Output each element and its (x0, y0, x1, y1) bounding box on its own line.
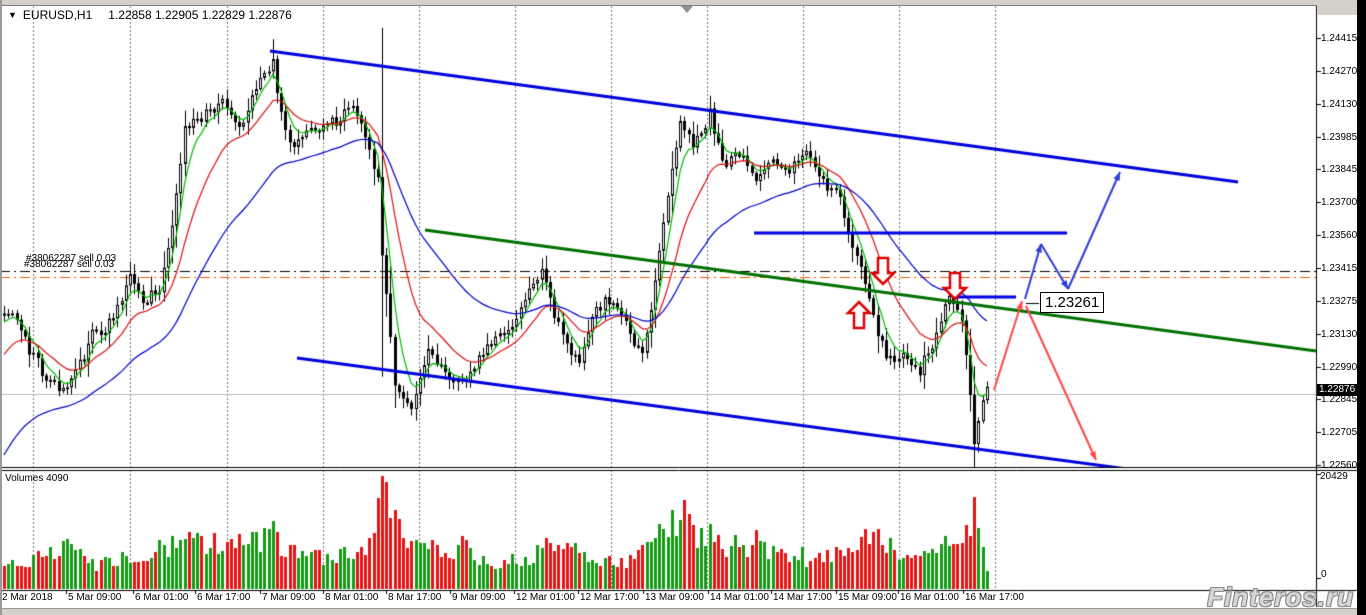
collapse-indicator-icon[interactable]: ▼ (8, 10, 17, 20)
time-tick-label: 8 Mar 01:00 (325, 592, 379, 603)
window-left-border (0, 0, 2, 615)
time-tick-label: 13 Mar 09:00 (645, 592, 704, 603)
time-tick-label: 8 Mar 17:00 (388, 592, 442, 603)
price-tick-label: 1.22845 (1321, 394, 1358, 406)
time-tick-label: 14 Mar 17:00 (773, 592, 832, 603)
window-top-border (0, 0, 1366, 6)
volumes-label: Volumes 4090 (5, 473, 69, 484)
right-edge (1357, 0, 1366, 615)
ohlc-quotes: 1.22858 1.22905 1.22829 1.22876 (108, 8, 292, 22)
price-tick-label: 1.24415 (1321, 33, 1358, 44)
volume-scale-max: 20429 (1320, 471, 1348, 482)
price-tick-label: 1.24130 (1321, 98, 1358, 110)
time-tick-label: 6 Mar 17:00 (197, 592, 251, 603)
price-tick-label: 1.22990 (1321, 361, 1358, 373)
time-tick-label: 9 Mar 09:00 (452, 592, 506, 603)
order-label: #38062287 sell 0.03 (26, 253, 117, 264)
annotation-price-label[interactable]: 1.23261 (1040, 292, 1105, 313)
price-tick-label: 1.23700 (1321, 197, 1358, 209)
price-tick-label: 1.23275 (1321, 295, 1358, 307)
time-tick-label: 5 Mar 09:00 (68, 592, 122, 603)
volume-scale-min: 0 (1321, 569, 1327, 580)
price-tick-label: 1.23130 (1321, 328, 1358, 340)
time-tick-label: 15 Mar 09:00 (838, 592, 897, 603)
price-tick-label: 1.23845 (1321, 164, 1358, 176)
time-tick-label: 14 Mar 01:00 (710, 592, 769, 603)
price-tick-label: 1.23415 (1321, 262, 1358, 274)
time-tick-label: 16 Mar 01:00 (900, 592, 959, 603)
time-tick-label: 12 Mar 17:00 (580, 592, 639, 603)
chart-shift-marker-icon[interactable] (681, 6, 693, 13)
chart-title: ▼ EURUSD,H1 1.22858 1.22905 1.22829 1.22… (8, 8, 292, 22)
time-tick-label: 2 Mar 2018 (2, 592, 53, 603)
time-tick-label: 12 Mar 01:00 (516, 592, 575, 603)
symbol-timeframe: EURUSD,H1 (22, 8, 93, 22)
price-tick-label: 1.22560 (1321, 460, 1358, 472)
order-label: #38062287 sell 0.03 (24, 259, 115, 270)
time-tick-label: 6 Mar 01:00 (135, 592, 189, 603)
time-tick-label: 16 Mar 17:00 (965, 592, 1024, 603)
price-tick-label: 1.22705 (1321, 427, 1358, 439)
price-tick-label: 1.24270 (1321, 65, 1358, 77)
time-tick-label: 7 Mar 09:00 (262, 592, 316, 603)
bottom-scroll-area (0, 608, 1357, 615)
watermark: Finteros.ru (1207, 582, 1354, 612)
price-tick-label: 1.23985 (1321, 131, 1358, 143)
axis-corner (1317, 0, 1366, 15)
price-tick-label: 1.23560 (1321, 230, 1358, 242)
current-price-tag: 1.22876 (1317, 384, 1358, 396)
